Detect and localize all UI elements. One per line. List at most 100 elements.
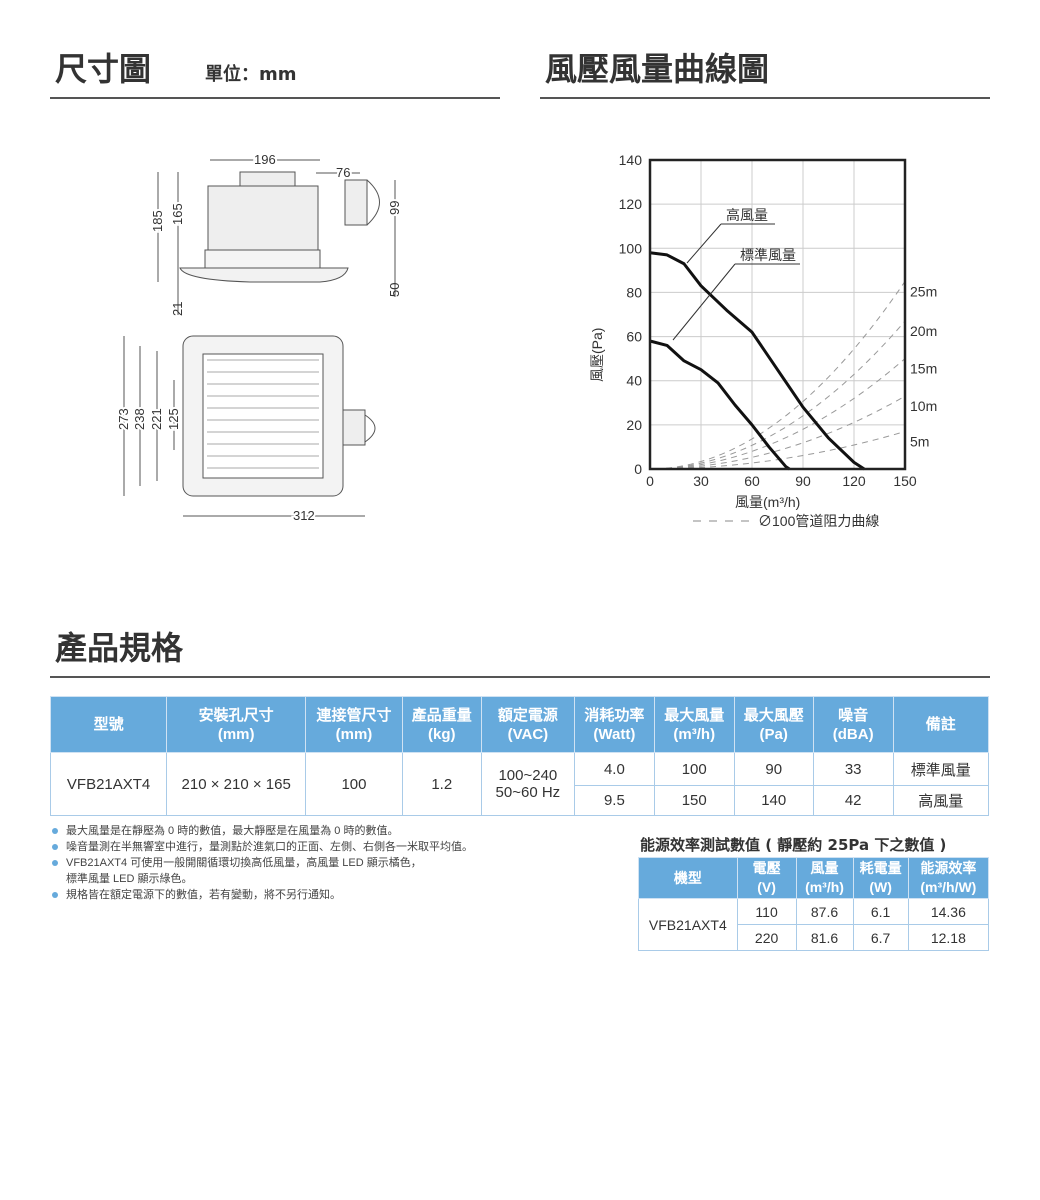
column-header: 產品重量 (kg) (401, 696, 482, 753)
duct-curve (655, 320, 906, 470)
efficiency-title: 能源效率測試數值 ( 靜壓約 25Pa 下之數值 ) (640, 836, 947, 854)
y-tick-label: 60 (626, 329, 642, 345)
duct-curve-label: 5m (910, 433, 929, 449)
header-label: 電壓 (752, 860, 781, 876)
divider (540, 97, 990, 99)
header-unit: (Pa) (759, 725, 788, 743)
header-label: 最大風壓 (743, 706, 804, 724)
frequency: 50~60 Hz (495, 784, 561, 801)
cell: 110 (736, 898, 797, 925)
cell: 12.18 (907, 924, 990, 951)
y-tick-label: 100 (619, 240, 643, 256)
x-tick-label: 60 (744, 473, 760, 489)
y-tick-label: 120 (619, 196, 643, 212)
header-label: 額定電源 (497, 706, 558, 724)
column-header: 消耗功率 (Watt) (573, 696, 655, 753)
column-header: 機型 (638, 857, 738, 899)
dim-76: 76 (336, 165, 350, 180)
header-label: 最大風量 (664, 706, 725, 724)
column-header: 噪音 (dBA) (812, 696, 894, 753)
header-label: 安裝孔尺寸 (198, 706, 274, 724)
model-cell: VFB21AXT4 (638, 898, 738, 951)
spec-title: 產品規格 (55, 629, 184, 667)
curve-title: 風壓風量曲線圖 (545, 50, 770, 88)
x-axis-label: 風量(m³/h) (735, 494, 800, 510)
y-tick-label: 140 (619, 152, 643, 168)
header-unit: (W) (869, 879, 892, 895)
note: VFB21AXT4 可使用一般開關循環切換高低風量，高風量 LED 顯示橘色， … (52, 855, 473, 887)
pipe-cell: 100 (305, 752, 403, 816)
header-label: 產品重量 (411, 706, 472, 724)
column-header: 最大風壓 (Pa) (733, 696, 814, 753)
hole-cell: 210 × 210 × 165 (166, 752, 307, 816)
duct-curve (655, 395, 906, 470)
dim-21: 21 (170, 302, 185, 316)
header-label: 噪音 (838, 706, 869, 724)
note: 規格皆在額定電源下的數值，若有變動，將不另行通知。 (52, 887, 473, 903)
cell: 標準風量 (892, 752, 990, 786)
spec-table: 型號 安裝孔尺寸 (mm) 連接管尺寸 (mm) 產品重量 (kg) 額定電源 (VAC) 消耗功… (49, 696, 990, 816)
cell: 4.0 (573, 752, 655, 786)
pressure-flow-chart: 25m 20m 15m 10m 5m 0 30 60 90 120 150 0 20 40 60 80 100 1… (589, 152, 937, 529)
high-curve (649, 251, 866, 471)
cell: 90 (733, 752, 814, 786)
header-unit: (mm) (217, 725, 255, 743)
duct-curve-label: 10m (910, 398, 937, 414)
efficiency-table: 機型 電壓 (V) 風量 (m³/h) 耗電量 (W) 能源效率 (m³/h/W) VFB21A… (638, 857, 990, 951)
x-tick-label: 90 (795, 473, 811, 489)
header-unit: (Watt) (593, 725, 636, 743)
column-header: 連接管尺寸 (mm) (305, 696, 403, 753)
dim-273: 273 (116, 408, 131, 430)
divider (50, 676, 990, 678)
header-unit: (VAC) (507, 725, 549, 743)
notes-list: 最大風量是在靜壓為 0 時的數值，最大靜壓是在風量為 0 時的數值。 噪音量測在… (52, 823, 473, 903)
y-axis-label: 風壓(Pa) (589, 328, 605, 382)
cell: 140 (733, 785, 814, 816)
x-tick-label: 150 (893, 473, 917, 489)
dim-221: 221 (149, 408, 164, 430)
column-header: 能源效率 (m³/h/W) (907, 857, 990, 899)
header-unit: (m³/h) (673, 725, 716, 743)
header-unit: (m³/h) (805, 879, 844, 895)
dim-196: 196 (254, 152, 276, 167)
column-header: 電壓 (V) (736, 857, 797, 899)
duct-curve (655, 281, 906, 470)
weight-cell: 1.2 (401, 752, 482, 816)
divider (50, 97, 500, 99)
standard-curve (649, 339, 791, 471)
label-high: 高風量 (726, 207, 768, 223)
column-header: 型號 (49, 696, 168, 753)
dim-125: 125 (166, 408, 181, 430)
column-header: 最大風量 (m³/h) (653, 696, 735, 753)
header-label: 能源效率 (920, 860, 977, 876)
header-unit: (kg) (428, 725, 456, 743)
column-header: 安裝孔尺寸 (mm) (166, 696, 307, 753)
dimension-drawing: 196 76 312 185 165 99 21 50 273 238 221 … (114, 150, 404, 525)
unit-label: 單位：mm (205, 64, 297, 85)
header-label: 連接管尺寸 (316, 706, 392, 724)
header-label: 型號 (93, 716, 124, 733)
header-label: 消耗功率 (584, 706, 645, 724)
x-tick-label: 0 (646, 473, 654, 489)
dim-312: 312 (293, 508, 315, 523)
y-tick-label: 20 (626, 417, 642, 433)
cell: 9.5 (573, 785, 655, 816)
dim-50: 50 (387, 283, 402, 297)
cell: 33 (812, 752, 894, 786)
dim-238: 238 (132, 408, 147, 430)
column-header: 備註 (892, 696, 990, 753)
voltage: 100~240 (498, 767, 558, 784)
cell: 81.6 (795, 924, 854, 951)
cell: 87.6 (795, 898, 854, 925)
y-tick-label: 0 (634, 461, 642, 477)
note: 噪音量測在半無響室中進行，量測點於進氣口的正面、左側、右側各一米取平均值。 (52, 839, 473, 855)
cell: 42 (812, 785, 894, 816)
header-unit: (V) (757, 879, 776, 895)
column-header: 風量 (m³/h) (795, 857, 854, 899)
cell: 高風量 (892, 785, 990, 816)
dim-165: 165 (170, 203, 185, 225)
cell: 6.7 (852, 924, 909, 951)
cell: 220 (736, 924, 797, 951)
note: 最大風量是在靜壓為 0 時的數值，最大靜壓是在風量為 0 時的數值。 (52, 823, 473, 839)
x-tick-label: 30 (693, 473, 709, 489)
